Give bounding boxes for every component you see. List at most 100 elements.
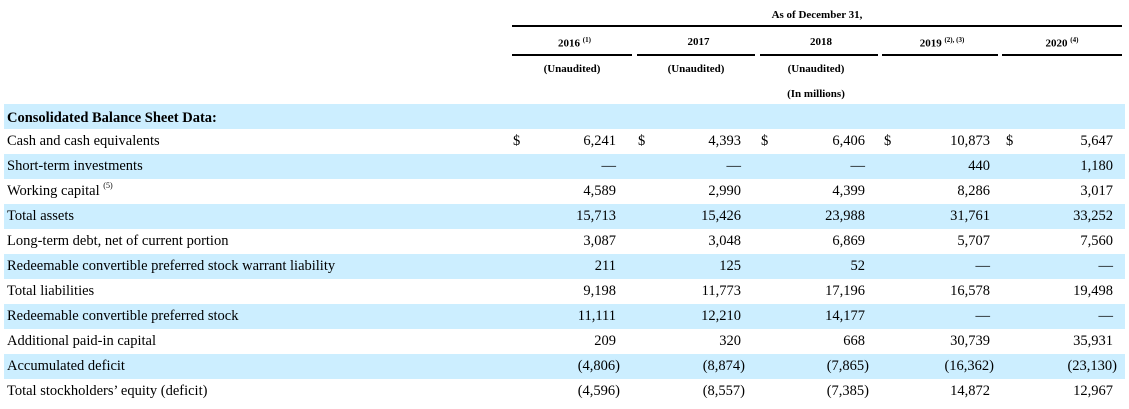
table-row: Long-term debt, net of current portion 3,… [4, 229, 1125, 254]
table-cell: 668 [843, 333, 865, 349]
table-cell: — [850, 158, 866, 174]
table-row: Total stockholders’ equity (deficit) (4,5… [4, 379, 1125, 404]
year-header-2020: 2020 (4) [1045, 36, 1079, 50]
row-label: Total assets [7, 208, 75, 224]
table-cell: 4,399 [832, 183, 865, 199]
table-row: Accumulated deficit (4,806) (8,874) (7,865)… [4, 354, 1125, 379]
table-cell: 11,773 [701, 283, 741, 299]
year-header-2019: 2019 (2), (3) [919, 36, 965, 50]
units-label: (In millions) [787, 88, 845, 100]
currency-symbol: $ [1006, 133, 1014, 149]
table-cell: — [726, 158, 742, 174]
table-cell: 6,406 [832, 133, 865, 149]
table-row: Short-term investments — — — 440 1,180 [4, 154, 1125, 179]
table-cell: 1,180 [1080, 158, 1113, 174]
table-cell: 320 [719, 333, 741, 349]
table-cell: 5,647 [1080, 133, 1113, 149]
table-cell: 14,177 [825, 308, 865, 324]
table-cell: 17,196 [825, 283, 865, 299]
year-rule-2017 [637, 54, 755, 56]
table-row: Total liabilities 9,198 11,773 17,196 16,578… [4, 279, 1125, 304]
unaudited-2016: (Unaudited) [543, 63, 601, 75]
table-caption: As of December 31, [771, 9, 863, 21]
table-cell: 4,589 [583, 183, 616, 199]
table-cell: 7,560 [1080, 233, 1113, 249]
table-cell: 9,198 [583, 283, 616, 299]
table-cell: (8,874) [702, 358, 745, 374]
table-cell: 209 [594, 333, 616, 349]
row-label: Total liabilities [7, 283, 95, 299]
table-cell: 33,252 [1073, 208, 1113, 224]
table-row: Total assets 15,713 15,426 23,988 31,761 33,2… [4, 204, 1125, 229]
row-band [4, 354, 1125, 379]
table-cell: 211 [594, 258, 616, 274]
row-label: Redeemable convertible preferred stock w… [7, 258, 336, 274]
table-cell: 5,707 [957, 233, 990, 249]
table-cell: 125 [719, 258, 741, 274]
table-cell: (16,362) [944, 358, 994, 374]
row-band [4, 304, 1125, 329]
table-cell: 4,393 [708, 133, 741, 149]
table-cell: 35,931 [1073, 333, 1113, 349]
table-cell: 440 [968, 158, 990, 174]
year-header-2016: 2016 (1) [558, 36, 591, 50]
table-cell: (23,130) [1067, 358, 1117, 374]
table-cell: 11,111 [577, 308, 616, 324]
section-title: Consolidated Balance Sheet Data: [7, 110, 217, 126]
year-header-2018: 2018 [810, 36, 832, 48]
table-row: Redeemable convertible preferred stock 11… [4, 304, 1125, 329]
table-row: Working capital (5) 4,589 2,990 4,399 8,286 3… [4, 179, 1125, 204]
table-row: Additional paid-in capital 209 320 668 30,73… [4, 329, 1125, 354]
unaudited-2018: (Unaudited) [787, 63, 845, 75]
currency-symbol: $ [638, 133, 646, 149]
table-cell: 12,967 [1073, 383, 1113, 399]
table-cell: 3,048 [708, 233, 741, 249]
unaudited-2017: (Unaudited) [667, 63, 725, 75]
row-label: Redeemable convertible preferred stock [7, 308, 239, 324]
row-label: Cash and cash equivalents [7, 133, 160, 149]
table-cell: 30,739 [950, 333, 990, 349]
table-cell: 6,869 [832, 233, 865, 249]
table-cell: (7,865) [826, 358, 869, 374]
table-cell: 16,578 [950, 283, 990, 299]
table-cell: 3,017 [1080, 183, 1113, 199]
table-cell: — [975, 258, 991, 274]
table-cell: 12,210 [701, 308, 741, 324]
table-cell: 23,988 [825, 208, 865, 224]
year-rule-2019 [882, 54, 998, 56]
row-label: Short-term investments [7, 158, 143, 174]
year-rule-2016 [512, 54, 632, 56]
year-rule-2018 [760, 54, 878, 56]
table-cell: 2,990 [708, 183, 741, 199]
caption-rule [512, 25, 1122, 27]
row-label: Working capital (5) [7, 181, 113, 199]
table-cell: 15,426 [701, 208, 741, 224]
table-cell: — [601, 158, 617, 174]
section-band [4, 104, 1125, 129]
footnote-marker: (5) [103, 181, 113, 190]
currency-symbol: $ [513, 133, 521, 149]
row-band [4, 254, 1125, 279]
table-cell: (7,385) [826, 383, 869, 399]
table-cell: 52 [850, 258, 866, 274]
year-header-2017: 2017 [687, 36, 710, 48]
table-cell: — [1098, 258, 1114, 274]
row-label: Total stockholders’ equity (deficit) [7, 383, 208, 399]
year-rule-2020 [1002, 54, 1122, 56]
row-label: Long-term debt, net of current portion [7, 233, 229, 249]
table-cell: 6,241 [583, 133, 616, 149]
table-cell: 3,087 [583, 233, 616, 249]
table-cell: 10,873 [950, 133, 990, 149]
table-cell: 14,872 [950, 383, 990, 399]
table-cell: 19,498 [1073, 283, 1113, 299]
table-row: Cash and cash equivalents $6,241 $4,393 $6,… [4, 129, 1125, 154]
table-row: Redeemable convertible preferred stock w… [4, 254, 1125, 279]
table-cell: (4,806) [577, 358, 620, 374]
currency-symbol: $ [761, 133, 769, 149]
table-cell: (4,596) [577, 383, 620, 399]
table-cell: — [1098, 308, 1114, 324]
row-band [4, 154, 1125, 179]
table-cell: — [975, 308, 991, 324]
row-band [4, 204, 1125, 229]
row-label: Accumulated deficit [7, 358, 125, 374]
